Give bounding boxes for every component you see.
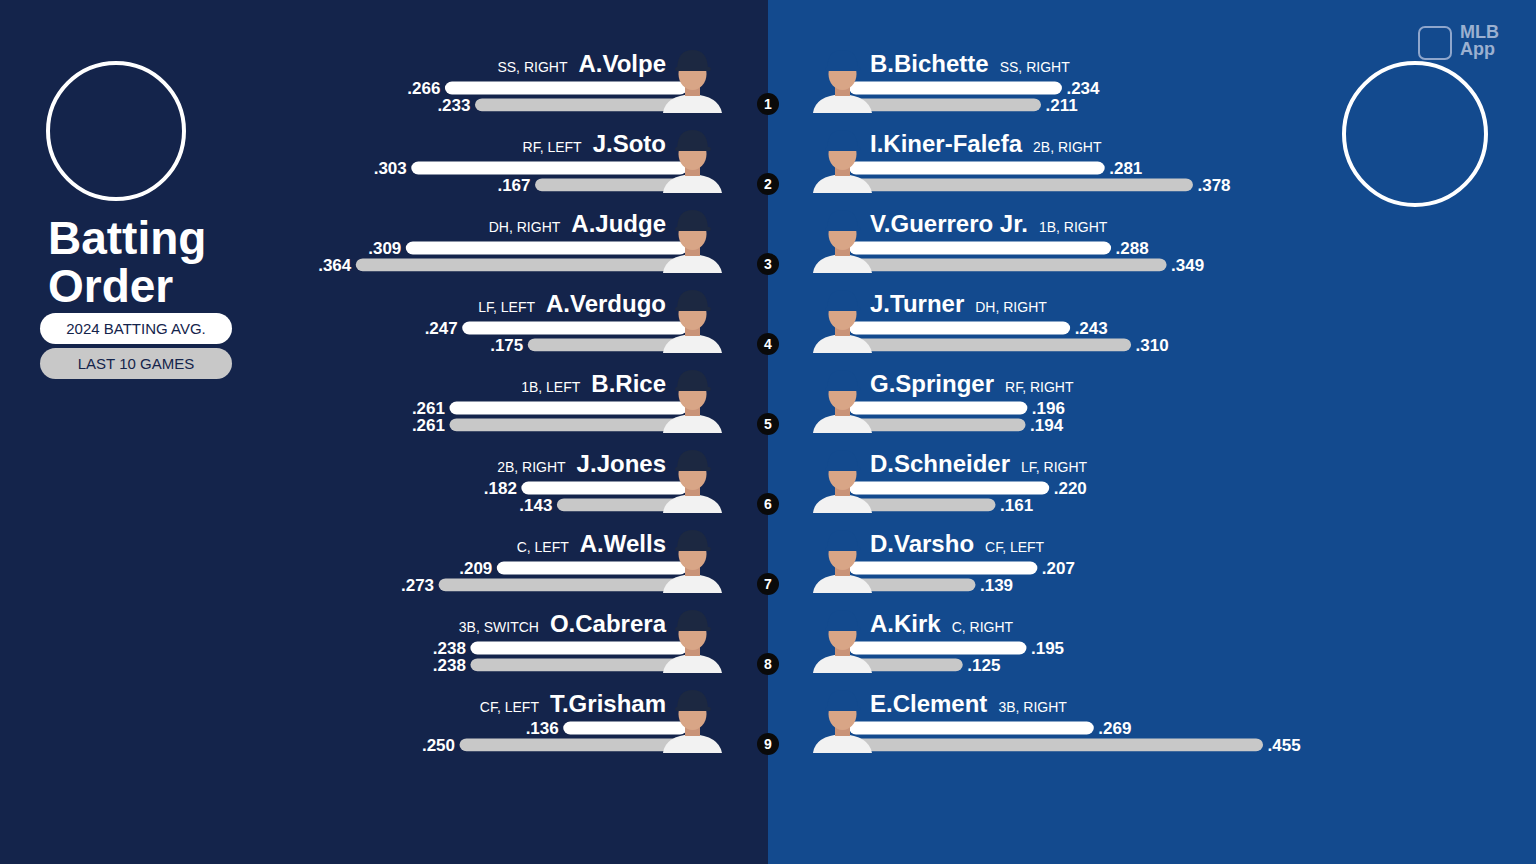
html-text:RF, RIGHT: RF, RIGHT xyxy=(1005,379,1074,395)
html-text:A.Wells: A.Wells xyxy=(579,530,666,557)
svg-text:.288: .288 xyxy=(1116,239,1149,258)
svg-text:.233: .233 xyxy=(437,96,470,115)
html-text:Batting Order: Batting Order xyxy=(48,212,207,312)
html-text:2B, RIGHT: 2B, RIGHT xyxy=(497,459,566,475)
html-text:1B, LEFT: 1B, LEFT xyxy=(521,379,581,395)
html-text:RF, LEFT: RF, LEFT xyxy=(522,139,582,155)
svg-text:.211: .211 xyxy=(1046,96,1078,115)
svg-text:.250: .250 xyxy=(422,736,455,755)
svg-text:.261: .261 xyxy=(411,398,445,418)
html-text:C, LEFT: C, LEFT xyxy=(516,539,569,555)
svg-text:.238: .238 xyxy=(433,656,466,675)
html-text:G.Springer: G.Springer xyxy=(870,370,994,397)
html-text:6: 6 xyxy=(764,496,772,512)
html-text:2: 2 xyxy=(764,176,772,192)
html-text:MLB App: MLB App xyxy=(1460,22,1499,59)
html-text:T.Grisham: T.Grisham xyxy=(550,690,666,717)
svg-text:.143: .143 xyxy=(519,496,552,515)
html-text:1B, RIGHT: 1B, RIGHT xyxy=(1038,219,1108,235)
svg-text:.309: .309 xyxy=(368,239,401,258)
svg-text:.273: .273 xyxy=(401,576,434,595)
html-text:A.Volpe: A.Volpe xyxy=(578,50,666,77)
html-text:3: 3 xyxy=(764,256,772,272)
svg-text:.209: .209 xyxy=(459,559,492,578)
html-text:SS, RIGHT: SS, RIGHT xyxy=(497,59,568,75)
svg-text:.266: .266 xyxy=(407,79,440,98)
html-text:LF, LEFT: LF, LEFT xyxy=(478,299,535,315)
html-text:SS, RIGHT: SS, RIGHT xyxy=(999,59,1070,75)
html-text:4: 4 xyxy=(764,336,772,352)
html-text:DH, RIGHT: DH, RIGHT xyxy=(488,219,561,235)
svg-text:.182: .182 xyxy=(484,479,517,498)
svg-text:.349: .349 xyxy=(1171,256,1204,275)
svg-text:.194: .194 xyxy=(1030,416,1064,435)
svg-text:.139: .139 xyxy=(980,576,1013,595)
svg-text:.455: .455 xyxy=(1268,736,1301,755)
html-text:J.Turner: J.Turner xyxy=(870,290,965,317)
html-text:CF, LEFT: CF, LEFT xyxy=(985,539,1045,555)
html-text:3B, RIGHT: 3B, RIGHT xyxy=(998,699,1067,715)
html-text:LAST 10 GAMES: LAST 10 GAMES xyxy=(77,355,195,372)
html-text:A.Judge: A.Judge xyxy=(571,210,666,237)
svg-text:.303: .303 xyxy=(374,159,407,178)
svg-text:.243: .243 xyxy=(1075,319,1108,338)
html-text:7: 7 xyxy=(764,576,772,592)
svg-text:.238: .238 xyxy=(432,638,466,658)
html-text:5: 5 xyxy=(764,416,772,432)
html-text:2B, RIGHT: 2B, RIGHT xyxy=(1033,139,1102,155)
html-text:B.Rice: B.Rice xyxy=(591,370,666,397)
html-text:D.Schneider: D.Schneider xyxy=(870,450,1010,477)
html-text:I.Kiner-Falefa: I.Kiner-Falefa xyxy=(870,130,1022,157)
svg-text:.167: .167 xyxy=(497,176,530,195)
svg-text:.136: .136 xyxy=(526,719,559,738)
svg-text:.220: .220 xyxy=(1054,479,1087,498)
html-text:LF, RIGHT: LF, RIGHT xyxy=(1021,459,1088,475)
html-text:3B, SWITCH: 3B, SWITCH xyxy=(458,619,539,635)
html-text:E.Clement: E.Clement xyxy=(870,690,988,717)
svg-text:.207: .207 xyxy=(1042,559,1075,578)
svg-text:.281: .281 xyxy=(1109,159,1142,178)
svg-text:.364: .364 xyxy=(318,256,352,275)
svg-text:.175: .175 xyxy=(490,336,523,355)
html-text:8: 8 xyxy=(764,656,772,672)
html-text:9: 9 xyxy=(764,736,772,752)
html-text:D.Varsho: D.Varsho xyxy=(870,530,974,557)
html-text:B.Bichette: B.Bichette xyxy=(870,50,989,77)
html-text:CF, LEFT: CF, LEFT xyxy=(479,699,539,715)
svg-text:.234: .234 xyxy=(1066,78,1100,98)
html-text:J.Jones: J.Jones xyxy=(576,450,666,477)
svg-text:.269: .269 xyxy=(1098,719,1131,738)
html-text:A.Verdugo: A.Verdugo xyxy=(546,290,666,317)
html-text:V.Guerrero Jr.: V.Guerrero Jr. xyxy=(870,210,1028,237)
html-text:A.Kirk: A.Kirk xyxy=(870,610,941,637)
html-text:C, RIGHT: C, RIGHT xyxy=(951,619,1014,635)
svg-text:.247: .247 xyxy=(425,319,458,338)
svg-text:.378: .378 xyxy=(1197,176,1230,195)
html-text:2024 BATTING AVG.: 2024 BATTING AVG. xyxy=(66,320,206,337)
svg-text:.310: .310 xyxy=(1136,336,1169,355)
html-text:O.Cabrera: O.Cabrera xyxy=(549,610,666,637)
svg-text:.261: .261 xyxy=(412,416,445,435)
svg-text:.196: .196 xyxy=(1031,398,1065,418)
svg-text:.125: .125 xyxy=(967,656,1000,675)
html-text:DH, RIGHT: DH, RIGHT xyxy=(975,299,1047,315)
html-text:J.Soto: J.Soto xyxy=(592,130,666,157)
svg-text:.161: .161 xyxy=(1000,496,1033,515)
html-text:1: 1 xyxy=(764,96,772,112)
svg-text:.195: .195 xyxy=(1031,639,1064,658)
